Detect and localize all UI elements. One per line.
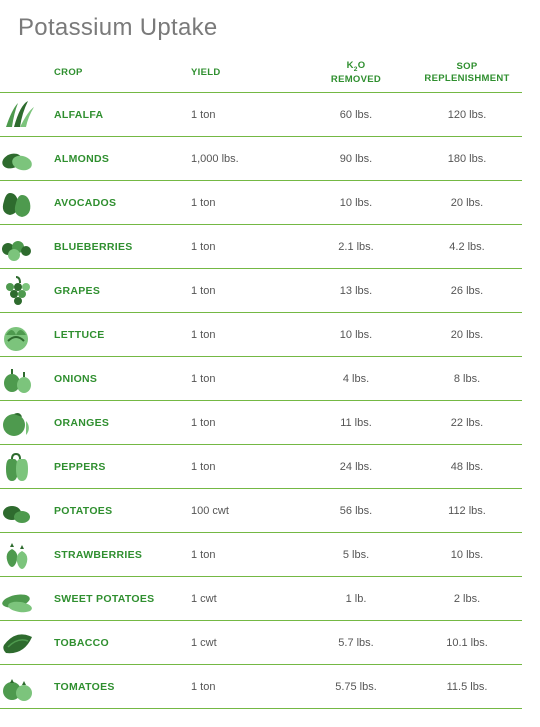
sop-replenishment-value: 8 lbs.	[406, 373, 528, 385]
table-row: LETTUCE1 ton10 lbs.20 lbs.	[0, 313, 522, 357]
yield-value: 1 ton	[191, 417, 306, 429]
crop-name: GRAPES	[36, 285, 191, 297]
tobacco-icon	[0, 627, 36, 659]
k2o-removed-value: 60 lbs.	[306, 109, 406, 121]
crop-name: ALMONDS	[36, 153, 191, 165]
lettuce-icon	[0, 319, 36, 351]
crop-name: SWEET POTATOES	[36, 593, 191, 605]
table-row: GRAPES1 ton13 lbs.26 lbs.	[0, 269, 522, 313]
table-row: PEPPERS1 ton24 lbs.48 lbs.	[0, 445, 522, 489]
yield-value: 100 cwt	[191, 505, 306, 517]
sop-replenishment-value: 112 lbs.	[406, 505, 528, 517]
yield-value: 1 ton	[191, 461, 306, 473]
blueberries-icon	[0, 231, 36, 263]
k2o-removed-value: 24 lbs.	[306, 461, 406, 473]
strawberries-icon	[0, 539, 36, 571]
header-crop: CROP	[36, 67, 191, 79]
oranges-icon	[0, 407, 36, 439]
table-row: ALMONDS1,000 lbs.90 lbs.180 lbs.	[0, 137, 522, 181]
table-row: TOBACCO1 cwt5.7 lbs.10.1 lbs.	[0, 621, 522, 665]
header-yield: YIELD	[191, 67, 306, 79]
crop-name: POTATOES	[36, 505, 191, 517]
sweetpotatoes-icon	[0, 583, 36, 615]
table-row: ALFALFA1 ton60 lbs.120 lbs.	[0, 93, 522, 137]
k2o-removed-value: 4 lbs.	[306, 373, 406, 385]
crop-name: TOMATOES	[36, 681, 191, 693]
table-row: SWEET POTATOES1 cwt1 lb.2 lbs.	[0, 577, 522, 621]
sop-replenishment-value: 10 lbs.	[406, 549, 528, 561]
crop-name: PEPPERS	[36, 461, 191, 473]
k2o-removed-value: 90 lbs.	[306, 153, 406, 165]
k2o-removed-value: 11 lbs.	[306, 417, 406, 429]
sop-replenishment-value: 48 lbs.	[406, 461, 528, 473]
yield-value: 1 ton	[191, 241, 306, 253]
avocados-icon	[0, 187, 36, 219]
sop-replenishment-value: 22 lbs.	[406, 417, 528, 429]
table-row: TOMATOES1 ton5.75 lbs.11.5 lbs.	[0, 665, 522, 709]
crop-name: LETTUCE	[36, 329, 191, 341]
k2o-removed-value: 2.1 lbs.	[306, 241, 406, 253]
crop-name: BLUEBERRIES	[36, 241, 191, 253]
header-sop: SOPREPLENISHMENT	[406, 61, 528, 85]
sop-replenishment-value: 4.2 lbs.	[406, 241, 528, 253]
yield-value: 1 cwt	[191, 637, 306, 649]
table-row: STRAWBERRIES1 ton5 lbs.10 lbs.	[0, 533, 522, 577]
yield-value: 1 ton	[191, 681, 306, 693]
k2o-removed-value: 13 lbs.	[306, 285, 406, 297]
tomatoes-icon	[0, 671, 36, 703]
yield-value: 1,000 lbs.	[191, 153, 306, 165]
yield-value: 1 ton	[191, 549, 306, 561]
table-row: ONIONS1 ton4 lbs.8 lbs.	[0, 357, 522, 401]
uptake-table: CROP YIELD K2OREMOVED SOPREPLENISHMENT A…	[0, 60, 522, 709]
sop-replenishment-value: 26 lbs.	[406, 285, 528, 297]
k2o-removed-value: 56 lbs.	[306, 505, 406, 517]
header-k2o: K2OREMOVED	[306, 60, 406, 86]
k2o-removed-value: 5.75 lbs.	[306, 681, 406, 693]
peppers-icon	[0, 451, 36, 483]
alfalfa-icon	[0, 99, 36, 131]
yield-value: 1 ton	[191, 285, 306, 297]
almonds-icon	[0, 143, 36, 175]
page-title: Potassium Uptake	[18, 14, 522, 42]
k2o-removed-value: 10 lbs.	[306, 197, 406, 209]
sop-replenishment-value: 120 lbs.	[406, 109, 528, 121]
k2o-removed-value: 1 lb.	[306, 593, 406, 605]
table-row: POTATOES100 cwt56 lbs.112 lbs.	[0, 489, 522, 533]
sop-replenishment-value: 11.5 lbs.	[406, 681, 528, 693]
sop-replenishment-value: 20 lbs.	[406, 329, 528, 341]
crop-name: ALFALFA	[36, 109, 191, 121]
potatoes-icon	[0, 495, 36, 527]
grapes-icon	[0, 275, 36, 307]
sop-replenishment-value: 20 lbs.	[406, 197, 528, 209]
crop-name: TOBACCO	[36, 637, 191, 649]
yield-value: 1 ton	[191, 329, 306, 341]
crop-name: AVOCADOS	[36, 197, 191, 209]
crop-name: ONIONS	[36, 373, 191, 385]
yield-value: 1 cwt	[191, 593, 306, 605]
k2o-removed-value: 5.7 lbs.	[306, 637, 406, 649]
yield-value: 1 ton	[191, 373, 306, 385]
table-row: ORANGES1 ton11 lbs.22 lbs.	[0, 401, 522, 445]
crop-name: STRAWBERRIES	[36, 549, 191, 561]
yield-value: 1 ton	[191, 109, 306, 121]
k2o-removed-value: 5 lbs.	[306, 549, 406, 561]
yield-value: 1 ton	[191, 197, 306, 209]
table-row: BLUEBERRIES1 ton2.1 lbs.4.2 lbs.	[0, 225, 522, 269]
k2o-removed-value: 10 lbs.	[306, 329, 406, 341]
sop-replenishment-value: 2 lbs.	[406, 593, 528, 605]
crop-name: ORANGES	[36, 417, 191, 429]
sop-replenishment-value: 10.1 lbs.	[406, 637, 528, 649]
table-header-row: CROP YIELD K2OREMOVED SOPREPLENISHMENT	[0, 60, 522, 93]
onions-icon	[0, 363, 36, 395]
sop-replenishment-value: 180 lbs.	[406, 153, 528, 165]
table-row: AVOCADOS1 ton10 lbs.20 lbs.	[0, 181, 522, 225]
